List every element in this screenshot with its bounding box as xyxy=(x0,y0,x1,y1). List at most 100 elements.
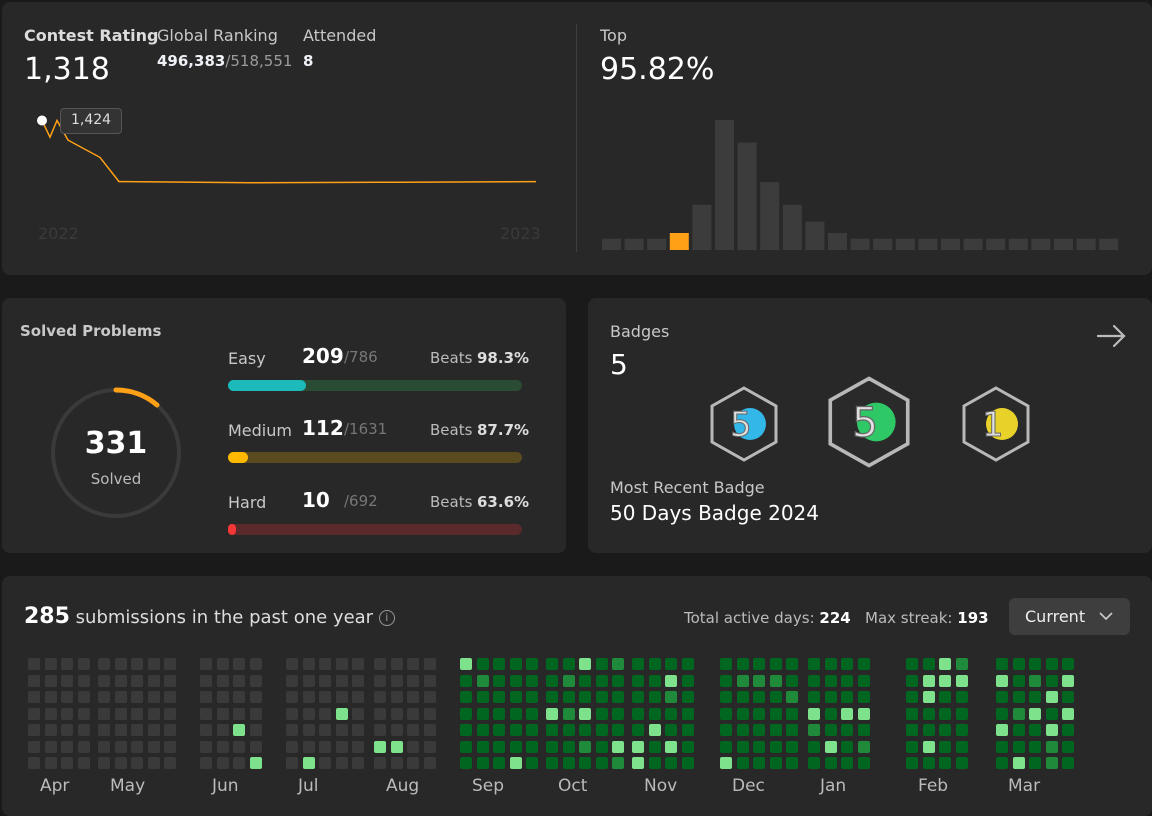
heatmap-cell[interactable] xyxy=(1029,724,1041,736)
heatmap-cell[interactable] xyxy=(509,658,522,670)
heatmap-cell[interactable] xyxy=(147,724,160,736)
heatmap-cell[interactable] xyxy=(319,691,331,703)
heatmap-cell[interactable] xyxy=(407,658,419,670)
info-icon[interactable]: i xyxy=(378,610,395,626)
heatmap-cell[interactable] xyxy=(841,740,853,753)
histogram-bar[interactable] xyxy=(737,142,757,250)
heatmap-cell[interactable] xyxy=(493,757,505,769)
heatmap-cell[interactable] xyxy=(1029,691,1041,703)
heatmap-cell[interactable] xyxy=(841,691,853,703)
heatmap-cell[interactable] xyxy=(374,707,386,720)
heatmap-cell[interactable] xyxy=(665,757,677,769)
heatmap-cell[interactable] xyxy=(808,658,820,670)
heatmap-cell[interactable] xyxy=(28,740,40,753)
heatmap-cell[interactable] xyxy=(476,658,489,670)
heatmap-cell[interactable] xyxy=(1045,658,1058,670)
heatmap-cell[interactable] xyxy=(319,658,331,670)
histogram-bar[interactable] xyxy=(805,221,825,250)
heatmap-cell[interactable] xyxy=(44,740,57,753)
heatmap-cell[interactable] xyxy=(939,691,951,703)
heatmap-cell[interactable] xyxy=(1062,691,1074,703)
heatmap-cell[interactable] xyxy=(595,658,608,670)
heatmap-cell[interactable] xyxy=(390,658,403,670)
heatmap-cell[interactable] xyxy=(77,757,90,769)
heatmap-cell[interactable] xyxy=(1012,658,1025,670)
heatmap-cell[interactable] xyxy=(114,691,127,703)
heatmap-cell[interactable] xyxy=(216,757,229,769)
heatmap-cell[interactable] xyxy=(509,740,522,753)
heatmap-cell[interactable] xyxy=(786,724,798,736)
heatmap-cell[interactable] xyxy=(720,707,732,720)
heatmap-cell[interactable] xyxy=(753,724,765,736)
heatmap-cell[interactable] xyxy=(460,658,472,670)
heatmap-cell[interactable] xyxy=(164,724,176,736)
heatmap-cell[interactable] xyxy=(374,674,386,687)
histogram-bar[interactable] xyxy=(760,182,780,250)
heatmap-cell[interactable] xyxy=(164,674,176,687)
heatmap-cell[interactable] xyxy=(996,691,1008,703)
heatmap-cell[interactable] xyxy=(824,757,837,769)
heatmap-cell[interactable] xyxy=(786,707,798,720)
heatmap-cell[interactable] xyxy=(460,707,472,720)
heatmap-cell[interactable] xyxy=(769,674,782,687)
year-dropdown[interactable]: Current xyxy=(1009,598,1130,635)
heatmap-cell[interactable] xyxy=(98,707,110,720)
heatmap-cell[interactable] xyxy=(216,707,229,720)
heatmap-cell[interactable] xyxy=(216,740,229,753)
heatmap-cell[interactable] xyxy=(562,707,575,720)
heatmap-cell[interactable] xyxy=(302,691,315,703)
heatmap-cell[interactable] xyxy=(164,658,176,670)
heatmap-cell[interactable] xyxy=(632,674,644,687)
heatmap-cell[interactable] xyxy=(562,691,575,703)
heatmap-cell[interactable] xyxy=(114,674,127,687)
heatmap-cell[interactable] xyxy=(808,691,820,703)
heatmap-cell[interactable] xyxy=(841,707,853,720)
heatmap-cell[interactable] xyxy=(824,724,837,736)
heatmap-cell[interactable] xyxy=(407,674,419,687)
heatmap-cell[interactable] xyxy=(77,724,90,736)
heatmap-cell[interactable] xyxy=(216,674,229,687)
heatmap-cell[interactable] xyxy=(61,674,73,687)
heatmap-cell[interactable] xyxy=(77,658,90,670)
heatmap-cell[interactable] xyxy=(720,757,732,769)
heatmap-cell[interactable] xyxy=(922,658,935,670)
heatmap-cell[interactable] xyxy=(665,658,677,670)
heatmap-cell[interactable] xyxy=(922,757,935,769)
heatmap-cell[interactable] xyxy=(906,674,918,687)
heatmap-cell[interactable] xyxy=(509,724,522,736)
heatmap-cell[interactable] xyxy=(319,674,331,687)
heatmap-cell[interactable] xyxy=(612,658,624,670)
heatmap-cell[interactable] xyxy=(233,658,245,670)
heatmap-cell[interactable] xyxy=(374,757,386,769)
heatmap-cell[interactable] xyxy=(939,658,951,670)
heatmap-cell[interactable] xyxy=(147,658,160,670)
heatmap-cell[interactable] xyxy=(736,757,749,769)
heatmap-cell[interactable] xyxy=(996,674,1008,687)
heatmap-cell[interactable] xyxy=(249,658,262,670)
heatmap-cell[interactable] xyxy=(632,724,644,736)
heatmap-cell[interactable] xyxy=(1062,740,1074,753)
heatmap-cell[interactable] xyxy=(681,707,694,720)
heatmap-cell[interactable] xyxy=(736,724,749,736)
heatmap-cell[interactable] xyxy=(595,740,608,753)
heatmap-cell[interactable] xyxy=(164,691,176,703)
heatmap-cell[interactable] xyxy=(302,757,315,769)
heatmap-cell[interactable] xyxy=(1062,757,1074,769)
heatmap-cell[interactable] xyxy=(460,674,472,687)
heatmap-cell[interactable] xyxy=(769,740,782,753)
heatmap-cell[interactable] xyxy=(460,691,472,703)
heatmap-cell[interactable] xyxy=(1029,707,1041,720)
heatmap-cell[interactable] xyxy=(493,658,505,670)
heatmap-cell[interactable] xyxy=(286,658,298,670)
heatmap-cell[interactable] xyxy=(352,658,364,670)
arrow-right-icon[interactable] xyxy=(1096,322,1128,350)
heatmap-cell[interactable] xyxy=(857,757,870,769)
heatmap-cell[interactable] xyxy=(352,740,364,753)
heatmap-cell[interactable] xyxy=(612,724,624,736)
heatmap-cell[interactable] xyxy=(648,674,661,687)
heatmap-cell[interactable] xyxy=(423,724,436,736)
solved-ring[interactable] xyxy=(46,383,186,523)
heatmap-cell[interactable] xyxy=(233,757,245,769)
heatmap-cell[interactable] xyxy=(736,707,749,720)
heatmap-cell[interactable] xyxy=(562,757,575,769)
